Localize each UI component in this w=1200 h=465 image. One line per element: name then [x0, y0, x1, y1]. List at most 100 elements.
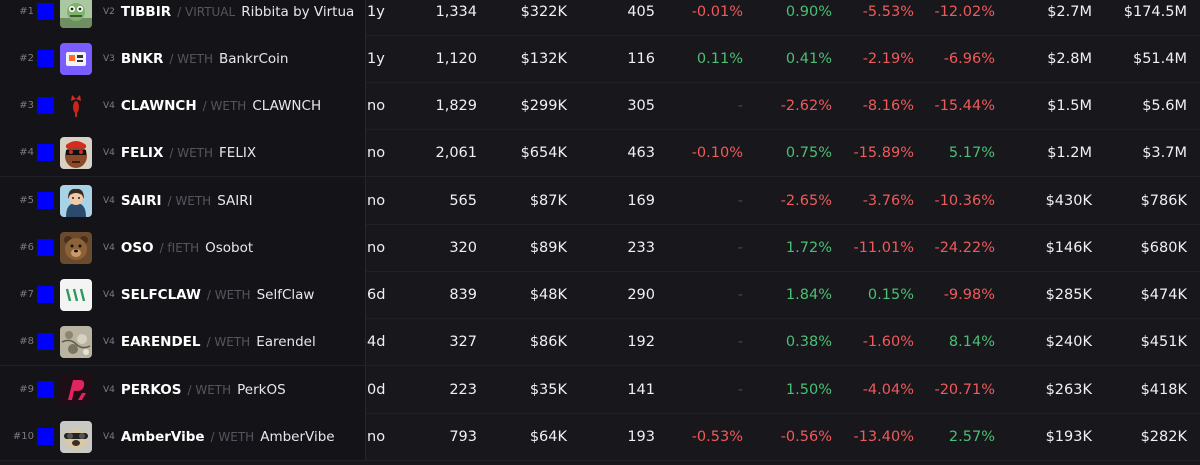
dex-version-badge: V2	[103, 6, 115, 17]
robot-avatar-icon	[60, 43, 92, 75]
volume-value: $87K	[529, 192, 567, 209]
token-symbol: SELFCLAW	[120, 286, 201, 303]
rank-label: #5	[19, 195, 34, 206]
token-name: AmberVibe	[260, 428, 335, 445]
token-name: PerkOS	[237, 381, 286, 398]
change-24h: 2.57%	[948, 428, 995, 445]
pair-age: no	[367, 192, 386, 209]
rank-label: #9	[19, 384, 34, 395]
change-1h: 0.75%	[785, 144, 832, 161]
change-6h: -11.01%	[853, 239, 914, 256]
change-24h: -6.96%	[943, 50, 995, 67]
change-24h: -24.22%	[934, 239, 995, 256]
token-symbol: OSO	[120, 239, 154, 256]
table-row[interactable]: #4 V4 FELIX / WETH FELIX no 2,061 $654K 463 -0.10…	[0, 129, 1200, 177]
dex-version-badge: V4	[103, 431, 115, 442]
liquidity-value: $1.5M	[1047, 97, 1092, 114]
rank-label: #3	[19, 100, 34, 111]
perk-logo-avatar-icon	[60, 374, 92, 406]
change-5m: -	[737, 381, 743, 398]
claw-marks-avatar-icon	[60, 279, 92, 311]
token-cell[interactable]: #2 V3 BNKR / WETH BankrCoin	[0, 35, 366, 82]
dex-version-badge: V4	[103, 147, 115, 158]
change-5m: -	[737, 192, 743, 209]
liquidity-value: $193K	[1045, 428, 1092, 445]
token-cell[interactable]: #8 V4 EARENDEL / WETH Earendel	[0, 318, 366, 365]
liquidity-value: $285K	[1045, 286, 1092, 303]
txns-value: 1,120	[435, 50, 477, 67]
dex-version-badge: V4	[103, 336, 115, 347]
token-cell[interactable]: #5 V4 SAIRI / WETH SAIRI	[0, 177, 366, 224]
change-1h: -2.62%	[780, 97, 832, 114]
token-name: Ribbita by Virtua	[241, 3, 355, 20]
rank-label: #6	[19, 242, 34, 253]
table-row[interactable]: #7 V4 SELFCLAW / WETH SelfClaw 6d 839 $48K 290 - 1…	[0, 271, 1200, 319]
table-row[interactable]: #6 V4 OSO / fIETH Osobot no 320 $89K 233 - 1.72% -1…	[0, 224, 1200, 272]
lobster-avatar-icon	[60, 90, 92, 122]
quote-token: / VIRTUAL	[177, 4, 236, 19]
chain-badge-icon	[37, 97, 54, 114]
quote-token: / WETH	[206, 287, 251, 302]
liquidity-value: $146K	[1045, 239, 1092, 256]
change-5m: -	[737, 97, 743, 114]
chain-badge-icon	[37, 192, 54, 209]
market-cap-value: $680K	[1140, 239, 1187, 256]
table-row[interactable]: #5 V4 SAIRI / WETH SAIRI no 565 $87K 169 - -2.65% -…	[0, 177, 1200, 225]
rank-label: #4	[19, 147, 34, 158]
table-row[interactable]: #10 V4 AmberVibe / WETH AmberVibe no 793 $64K 19…	[0, 413, 1200, 461]
change-1h: 0.41%	[785, 50, 832, 67]
change-24h: 5.17%	[948, 144, 995, 161]
makers-value: 233	[627, 239, 655, 256]
token-cell[interactable]: #9 V4 PERKOS / WETH PerkOS	[0, 366, 366, 413]
market-cap-value: $51.4M	[1132, 50, 1187, 67]
dex-version-badge: V4	[103, 195, 115, 206]
market-cap-value: $5.6M	[1142, 97, 1187, 114]
liquidity-value: $263K	[1045, 381, 1092, 398]
token-cell[interactable]: #4 V4 FELIX / WETH FELIX	[0, 129, 366, 176]
change-5m: 0.11%	[696, 50, 743, 67]
change-24h: 8.14%	[948, 333, 995, 350]
rank-label: #1	[19, 6, 34, 17]
table-row[interactable]: #9 V4 PERKOS / WETH PerkOS 0d 223 $35K 141 - 1.50%…	[0, 366, 1200, 414]
dex-version-badge: V3	[103, 53, 115, 64]
change-6h: -3.76%	[862, 192, 914, 209]
table-row[interactable]: #2 V3 BNKR / WETH BankrCoin 1y 1,120 $132K 116 0.…	[0, 35, 1200, 83]
quote-token: / WETH	[169, 51, 214, 66]
change-5m: -0.10%	[691, 144, 743, 161]
dex-version-badge: V4	[103, 100, 115, 111]
chain-badge-icon	[37, 239, 54, 256]
token-name: FELIX	[219, 144, 257, 161]
change-1h: 0.90%	[785, 3, 832, 20]
chain-badge-icon	[37, 50, 54, 67]
change-6h: -2.19%	[862, 50, 914, 67]
txns-value: 565	[449, 192, 477, 209]
change-24h: -9.98%	[943, 286, 995, 303]
table-row[interactable]: #1 V2 TIBBIR / VIRTUAL Ribbita by Virtua 1y 1,…	[0, 0, 1200, 36]
token-cell[interactable]: #7 V4 SELFCLAW / WETH SelfClaw	[0, 271, 366, 318]
rank-label: #10	[12, 431, 34, 442]
token-cell[interactable]: #3 V4 CLAWNCH / WETH CLAWNCH	[0, 82, 366, 129]
change-1h: 0.38%	[785, 333, 832, 350]
volume-value: $48K	[529, 286, 567, 303]
makers-value: 463	[627, 144, 655, 161]
token-name: SAIRI	[217, 192, 253, 209]
chain-badge-icon	[37, 428, 54, 445]
token-name: SelfClaw	[256, 286, 315, 303]
liquidity-value: $430K	[1045, 192, 1092, 209]
token-symbol: SAIRI	[120, 192, 162, 209]
table-row[interactable]: #3 V4 CLAWNCH / WETH CLAWNCH no 1,829 $299K 305 -…	[0, 82, 1200, 130]
volume-value: $86K	[529, 333, 567, 350]
token-cell[interactable]: #10 V4 AmberVibe / WETH AmberVibe	[0, 413, 366, 460]
token-cell[interactable]: #1 V2 TIBBIR / VIRTUAL Ribbita by Virtua	[0, 0, 366, 35]
change-1h: 1.72%	[785, 239, 832, 256]
txns-value: 1,334	[435, 3, 477, 20]
quote-token: / WETH	[202, 98, 247, 113]
quote-token: / WETH	[210, 429, 255, 444]
volume-value: $132K	[520, 50, 567, 67]
chain-badge-icon	[37, 333, 54, 350]
volume-value: $654K	[520, 144, 567, 161]
chain-badge-icon	[37, 144, 54, 161]
table-row[interactable]: #8 V4 EARENDEL / WETH Earendel 4d 327 $86K 192 - 0…	[0, 318, 1200, 366]
token-cell[interactable]: #6 V4 OSO / fIETH Osobot	[0, 224, 366, 271]
txns-value: 320	[449, 239, 477, 256]
